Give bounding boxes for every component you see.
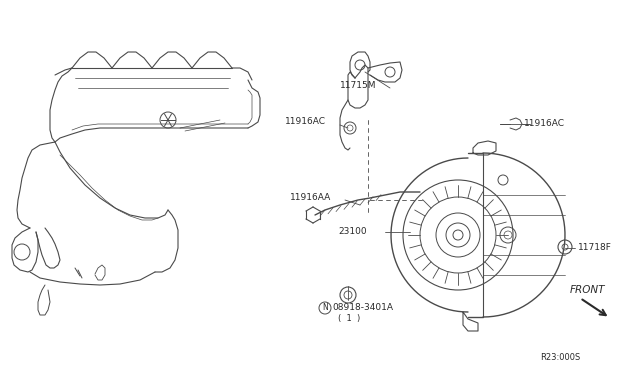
Text: 08918-3401A: 08918-3401A [332,304,393,312]
Text: 11718F: 11718F [578,244,612,253]
Text: 11916AC: 11916AC [285,118,326,126]
Text: (  1  ): ( 1 ) [338,314,360,323]
Text: FRONT: FRONT [570,285,605,295]
Text: 11916AC: 11916AC [524,119,565,128]
Text: 23100: 23100 [338,228,367,237]
Text: 11916AA: 11916AA [290,193,332,202]
Text: R23:000S: R23:000S [540,353,580,362]
Text: N: N [322,304,328,312]
Text: 11715M: 11715M [340,80,376,90]
